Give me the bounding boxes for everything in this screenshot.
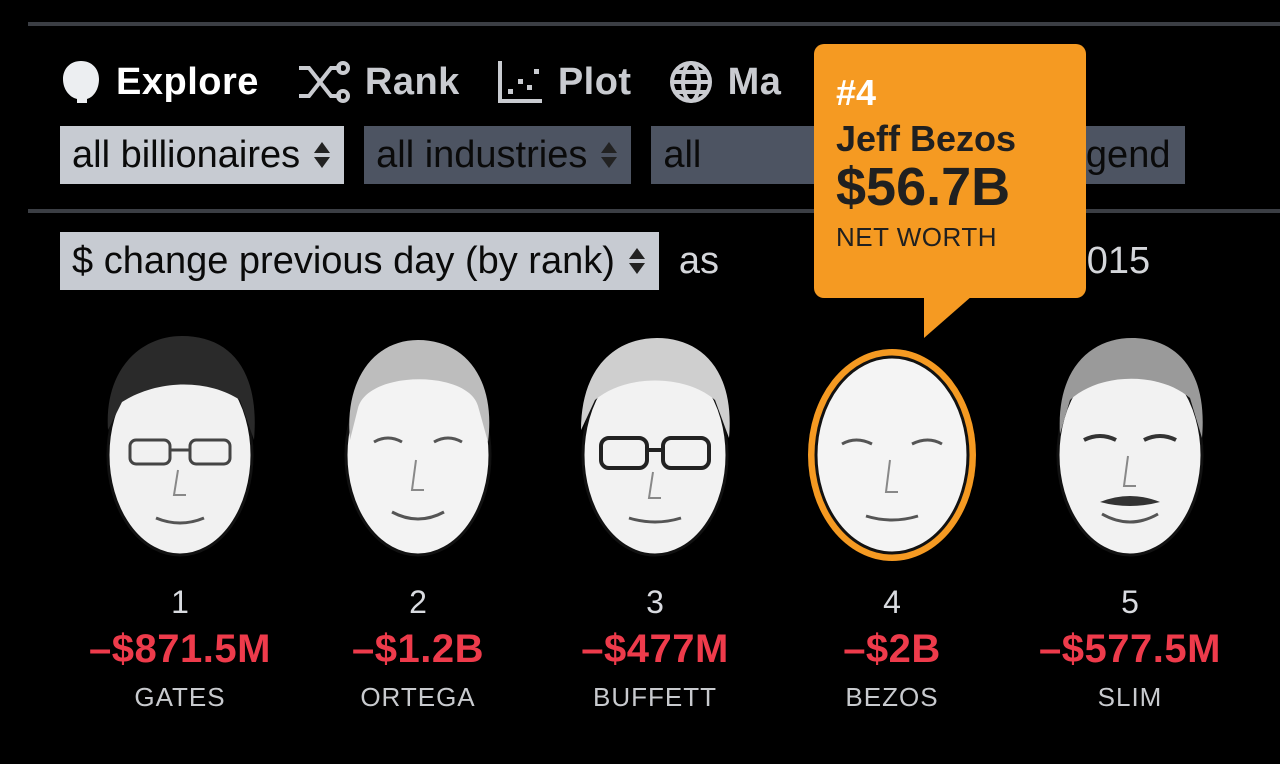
billionaire-filter-select[interactable]: all billionaires — [60, 126, 345, 184]
rank-number: 3 — [646, 584, 664, 620]
nav-rank-label: Rank — [364, 60, 460, 103]
head-icon — [63, 61, 99, 103]
industry-filter-select[interactable]: all industries — [364, 126, 632, 184]
top-divider — [28, 22, 1280, 26]
billionaire-card-slim[interactable]: 5 –$577.5M SLIM — [1020, 330, 1240, 713]
sort-select[interactable]: $ change previous day (by rank) — [60, 232, 659, 290]
sort-select-regular: (by rank) — [464, 239, 615, 282]
select-arrows-icon — [314, 142, 331, 168]
tooltip-pointer — [924, 296, 972, 338]
nav-explore[interactable]: Explore — [60, 59, 259, 105]
billionaire-filter-value: all billionaires — [72, 133, 301, 176]
billionaire-card-buffett[interactable]: 3 –$477M BUFFETT — [545, 330, 765, 713]
billionaire-tooltip: #4 Jeff Bezos $56.7B NET WORTH — [814, 44, 1086, 338]
globe-icon — [669, 61, 712, 103]
rank-number: 1 — [171, 584, 189, 620]
rank-number: 4 — [883, 584, 901, 620]
surname: BEZOS — [845, 682, 939, 712]
surname: BUFFETT — [593, 682, 717, 712]
nav-rank[interactable]: Rank — [295, 60, 460, 104]
select-arrows-icon — [628, 248, 645, 274]
day-change: –$1.2B — [352, 627, 484, 671]
tooltip-net-worth: $56.7B — [836, 157, 1011, 217]
billionaire-card-ortega[interactable]: 2 –$1.2B ORTEGA — [308, 330, 528, 713]
nav-map[interactable]: Ma — [668, 59, 782, 105]
day-change: –$577.5M — [1039, 627, 1221, 671]
billionaire-row: 1 –$871.5M GATES 2 –$1.2B ORTEGA 3 –$477… — [0, 330, 1280, 750]
day-change: –$871.5M — [89, 627, 271, 671]
nav-plot-label: Plot — [557, 60, 632, 103]
as-of-date-left: as — [678, 239, 719, 282]
billionaire-card-gates[interactable]: 1 –$871.5M GATES — [70, 330, 290, 713]
buffett-portrait — [581, 338, 730, 557]
tooltip-name: Jeff Bezos — [836, 118, 1017, 159]
industry-filter-value: all industries — [376, 133, 588, 176]
select-arrows-icon — [601, 142, 618, 168]
tooltip-net-worth-label: NET WORTH — [836, 222, 997, 252]
third-filter-value: all — [663, 133, 702, 176]
gates-portrait — [106, 336, 255, 557]
nav-explore-label: Explore — [116, 60, 259, 103]
billionaire-card-bezos[interactable]: 4 –$2B BEZOS — [782, 330, 1002, 713]
bezos-portrait — [808, 349, 976, 561]
mid-divider — [28, 209, 1280, 213]
day-change: –$477M — [581, 627, 729, 671]
nav-map-label: Ma — [727, 60, 782, 103]
ortega-portrait — [344, 340, 492, 557]
rank-number: 5 — [1121, 584, 1139, 620]
sort-select-bold: $ change previous day — [72, 239, 455, 282]
shuffle-icon — [298, 61, 350, 103]
rank-number: 2 — [409, 584, 427, 620]
surname: GATES — [134, 682, 226, 712]
day-change: –$2B — [843, 627, 941, 671]
nav-plot[interactable]: Plot — [496, 59, 632, 105]
scatter-plot-icon — [497, 61, 542, 103]
view-nav: Explore Rank Plot — [60, 52, 817, 112]
slim-portrait — [1056, 338, 1204, 557]
surname: ORTEGA — [360, 682, 476, 712]
tooltip-rank: #4 — [836, 72, 877, 113]
surname: SLIM — [1097, 682, 1163, 712]
